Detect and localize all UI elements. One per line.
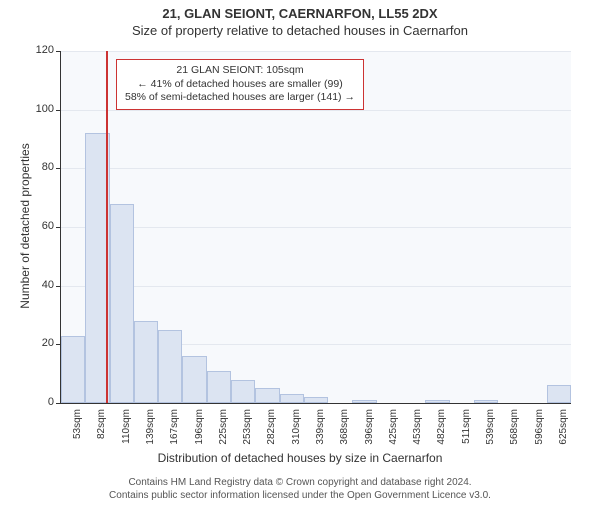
- y-tick-label: 60: [14, 220, 54, 232]
- y-tick-label: 40: [14, 279, 54, 291]
- annotation-line1: 21 GLAN SEIONT: 105sqm: [125, 64, 355, 78]
- histogram-bar: [255, 388, 279, 403]
- annotation-line3: 58% of semi-detached houses are larger (…: [125, 91, 355, 105]
- y-tick-label: 0: [14, 396, 54, 408]
- x-tick-label: 139sqm: [145, 409, 156, 449]
- x-tick-label: 225sqm: [218, 409, 229, 449]
- histogram-bar: [547, 385, 571, 403]
- y-tick-mark: [56, 344, 60, 345]
- x-tick-label: 53sqm: [72, 409, 83, 449]
- x-tick-label: 453sqm: [412, 409, 423, 449]
- histogram-bar: [474, 400, 498, 403]
- histogram-bar: [182, 356, 206, 403]
- x-axis-title: Distribution of detached houses by size …: [0, 451, 600, 465]
- page-title: 21, GLAN SEIONT, CAERNARFON, LL55 2DX: [0, 6, 600, 21]
- y-tick-label: 120: [14, 44, 54, 56]
- gridline: [61, 51, 571, 52]
- histogram-bar: [231, 380, 255, 403]
- gridline: [61, 168, 571, 169]
- y-tick-mark: [56, 286, 60, 287]
- x-tick-label: 511sqm: [461, 409, 472, 449]
- annotation-line2: ← 41% of detached houses are smaller (99…: [125, 78, 355, 92]
- histogram-bar: [207, 371, 231, 403]
- x-tick-label: 625sqm: [558, 409, 569, 449]
- y-tick-mark: [56, 168, 60, 169]
- x-tick-label: 82sqm: [96, 409, 107, 449]
- x-tick-label: 253sqm: [242, 409, 253, 449]
- gridline: [61, 110, 571, 111]
- x-tick-label: 596sqm: [534, 409, 545, 449]
- x-tick-label: 339sqm: [315, 409, 326, 449]
- x-tick-label: 110sqm: [121, 409, 132, 449]
- histogram-bar: [134, 321, 158, 403]
- y-tick-label: 100: [14, 103, 54, 115]
- y-tick-mark: [56, 51, 60, 52]
- y-tick-mark: [56, 110, 60, 111]
- y-tick-label: 20: [14, 337, 54, 349]
- gridline: [61, 227, 571, 228]
- histogram-bar: [304, 397, 328, 403]
- histogram-bar: [110, 204, 134, 403]
- x-tick-label: 282sqm: [266, 409, 277, 449]
- histogram-bar: [158, 330, 182, 403]
- histogram-bar: [425, 400, 449, 403]
- y-tick-label: 80: [14, 161, 54, 173]
- footer: Contains HM Land Registry data © Crown c…: [0, 476, 600, 502]
- marker-line: [106, 51, 108, 403]
- histogram-bar: [352, 400, 376, 403]
- gridline: [61, 286, 571, 287]
- x-tick-label: 568sqm: [509, 409, 520, 449]
- histogram-bar: [61, 336, 85, 403]
- x-tick-label: 310sqm: [291, 409, 302, 449]
- x-tick-label: 425sqm: [388, 409, 399, 449]
- x-tick-label: 482sqm: [436, 409, 447, 449]
- chart-panel: 21 GLAN SEIONT: 105sqm ← 41% of detached…: [60, 51, 571, 404]
- x-tick-label: 196sqm: [194, 409, 205, 449]
- y-tick-mark: [56, 227, 60, 228]
- x-tick-label: 167sqm: [169, 409, 180, 449]
- page-subtitle: Size of property relative to detached ho…: [0, 23, 600, 38]
- footer-line2: Contains public sector information licen…: [0, 489, 600, 502]
- footer-line1: Contains HM Land Registry data © Crown c…: [0, 476, 600, 489]
- chart-container: 21, GLAN SEIONT, CAERNARFON, LL55 2DX Si…: [0, 6, 600, 506]
- histogram-bar: [280, 394, 304, 403]
- x-tick-label: 368sqm: [339, 409, 350, 449]
- x-tick-label: 396sqm: [364, 409, 375, 449]
- annotation-box: 21 GLAN SEIONT: 105sqm ← 41% of detached…: [116, 59, 364, 110]
- y-tick-mark: [56, 403, 60, 404]
- x-tick-label: 539sqm: [485, 409, 496, 449]
